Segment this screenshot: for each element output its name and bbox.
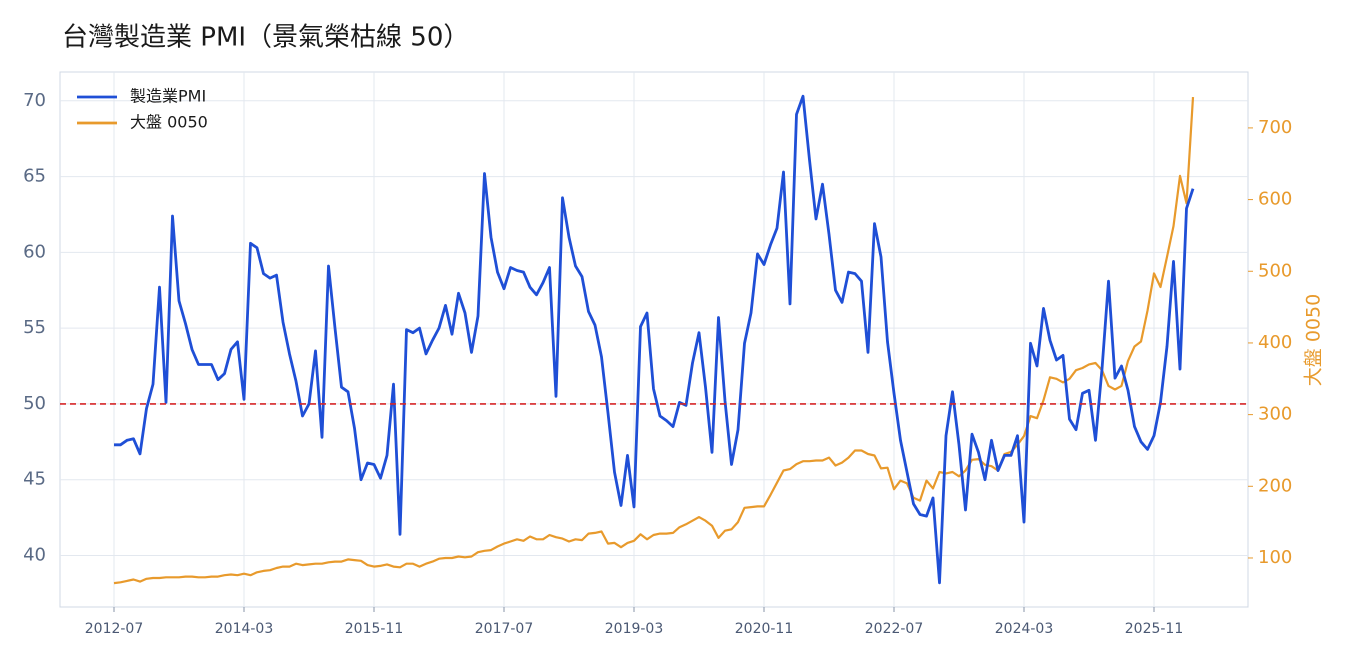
y-tick-label: 40 (23, 544, 46, 565)
x-tick-label: 2025-11 (1125, 621, 1184, 637)
y2-tick-label: 100 (1258, 547, 1292, 568)
y-tick-label: 55 (23, 317, 46, 338)
y2-tick-label: 200 (1258, 475, 1292, 496)
y-tick-label: 60 (23, 241, 46, 262)
y2-tick-label: 500 (1258, 260, 1292, 281)
y2-tick-label: 400 (1258, 332, 1292, 353)
x-tick-label: 2020-11 (735, 621, 794, 637)
y-tick-label: 50 (23, 393, 46, 414)
x-tick-label: 2012-07 (85, 621, 144, 637)
y-tick-label: 70 (23, 90, 46, 111)
y2-tick-label: 300 (1258, 404, 1292, 425)
legend-label: 大盤 0050 (130, 113, 208, 132)
plot-frame (59, 71, 1249, 608)
x-tick-label: 2017-07 (475, 621, 534, 637)
series-line (113, 97, 1195, 585)
y2-axis-label: 大盤 0050 (1303, 294, 1325, 386)
y-tick-label: 65 (23, 166, 46, 187)
y2-tick-label: 600 (1258, 189, 1292, 210)
legend-label: 製造業PMI (130, 87, 206, 106)
series-line (114, 94, 1195, 585)
x-tick-label: 2014-03 (215, 621, 274, 637)
y2-tick-label: 700 (1258, 117, 1292, 138)
y-tick-label: 45 (23, 469, 46, 490)
x-tick-label: 2024-03 (995, 621, 1054, 637)
x-tick-label: 2019-03 (605, 621, 664, 637)
x-tick-label: 2015-11 (345, 621, 404, 637)
chart-title: 台灣製造業 PMI（景氣榮枯線 50） (62, 23, 469, 53)
x-tick-label: 2022-07 (865, 621, 924, 637)
